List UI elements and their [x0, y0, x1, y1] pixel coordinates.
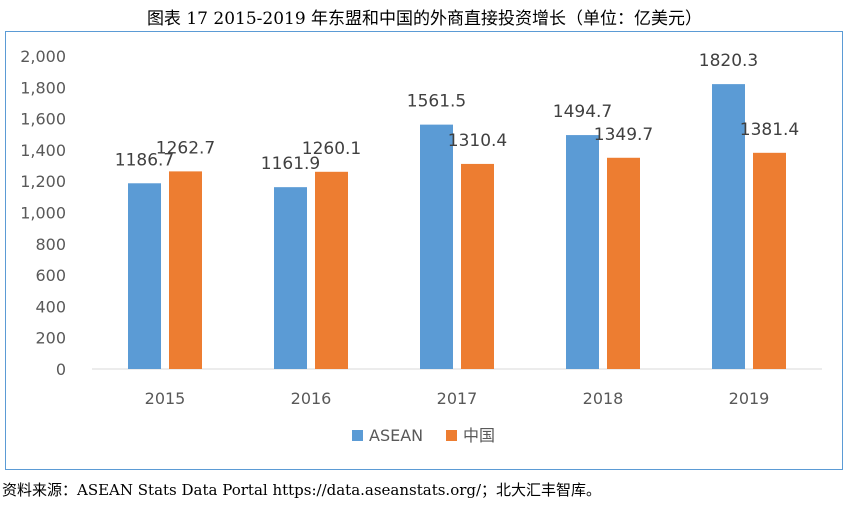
y-tick-label: 0	[56, 360, 66, 379]
y-tick-label: 1,400	[20, 141, 66, 160]
y-tick-label: 600	[35, 266, 66, 285]
chart-frame	[5, 31, 843, 470]
legend-swatch	[352, 430, 363, 441]
y-tick-label: 1,200	[20, 172, 66, 191]
data-labels-layer: 1186.7 1161.9 1561.5 1494.7 1820.3 1262.7 1260…	[115, 51, 799, 174]
data-label: 1820.3	[699, 51, 758, 71]
data-label: 1494.7	[553, 102, 612, 122]
bar	[607, 157, 640, 369]
source-note: 资料来源：ASEAN Stats Data Portal https://dat…	[2, 481, 602, 499]
data-label: 1349.7	[594, 125, 653, 145]
legend-swatch	[446, 430, 457, 441]
y-tick-label: 400	[35, 297, 66, 316]
data-label: 1561.5	[407, 92, 466, 112]
bar	[461, 163, 494, 369]
legend: ASEAN 中国	[352, 426, 495, 445]
axis-layer: 0 200 400 600 800 1,000 1,200 1,400 1,600 1,800 2,…	[20, 47, 822, 408]
bar	[753, 152, 786, 369]
data-label: 1381.4	[740, 120, 799, 140]
x-tick-label: 2015	[145, 389, 186, 408]
bar	[566, 135, 599, 369]
data-label: 1262.7	[156, 138, 215, 158]
x-tick-label: 2016	[291, 389, 332, 408]
y-tick-label: 1,800	[20, 78, 66, 97]
y-tick-label: 2,000	[20, 47, 66, 66]
data-label: 1310.4	[448, 131, 507, 151]
legend-label: ASEAN	[369, 426, 423, 445]
y-tick-label: 1,000	[20, 204, 66, 223]
data-label: 1161.9	[261, 154, 320, 174]
x-tick-label: 2017	[437, 389, 478, 408]
bar	[420, 124, 453, 370]
bars-layer	[128, 84, 786, 370]
y-tick-label: 200	[35, 329, 66, 348]
x-tick-label: 2018	[583, 389, 624, 408]
bar	[315, 171, 348, 369]
bar	[274, 187, 307, 369]
y-tick-label: 1,600	[20, 110, 66, 129]
chart-title: 图表 17 2015-2019 年东盟和中国的外商直接投资增长（单位：亿美元）	[146, 9, 703, 29]
bar	[712, 84, 745, 369]
legend-label: 中国	[463, 426, 495, 445]
bar	[169, 171, 202, 369]
data-label: 1186.7	[115, 150, 174, 170]
x-tick-label: 2019	[729, 389, 770, 408]
data-label: 1260.1	[302, 139, 361, 159]
bar	[128, 183, 161, 369]
y-tick-label: 800	[35, 235, 66, 254]
